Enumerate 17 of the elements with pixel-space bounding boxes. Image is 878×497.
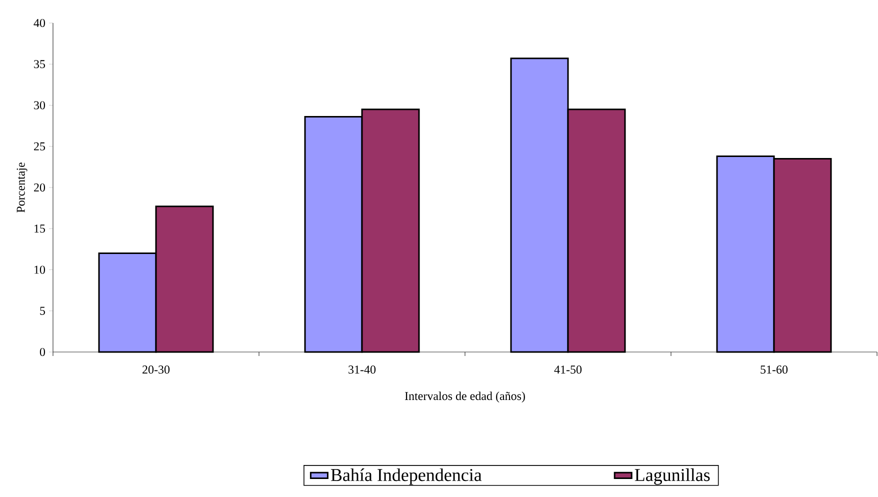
- y-tick-label: 10: [34, 266, 46, 274]
- legend-label: Bahía Independencia: [330, 468, 482, 485]
- y-tick-label: 5: [40, 306, 46, 315]
- y-axis-title: Porcentaje: [16, 162, 28, 212]
- x-tick-label: 31-40: [348, 366, 376, 374]
- y-tick-label: 25: [34, 142, 46, 150]
- y-tick-label: 40: [34, 18, 46, 28]
- y-tick-label: 0: [40, 348, 46, 356]
- x-tick-label: 51-60: [760, 366, 788, 374]
- legend-label: Lagunillas: [634, 468, 710, 485]
- y-tick-label: 30: [34, 101, 46, 110]
- x-tick-label: 41-50: [554, 366, 582, 374]
- y-tick-label: 35: [34, 60, 46, 68]
- x-axis-title: Intervalos de edad (años): [404, 392, 525, 403]
- x-tick-label: 20-30: [142, 366, 170, 374]
- y-tick-label: 15: [34, 224, 46, 233]
- y-tick-label: 20: [34, 183, 46, 192]
